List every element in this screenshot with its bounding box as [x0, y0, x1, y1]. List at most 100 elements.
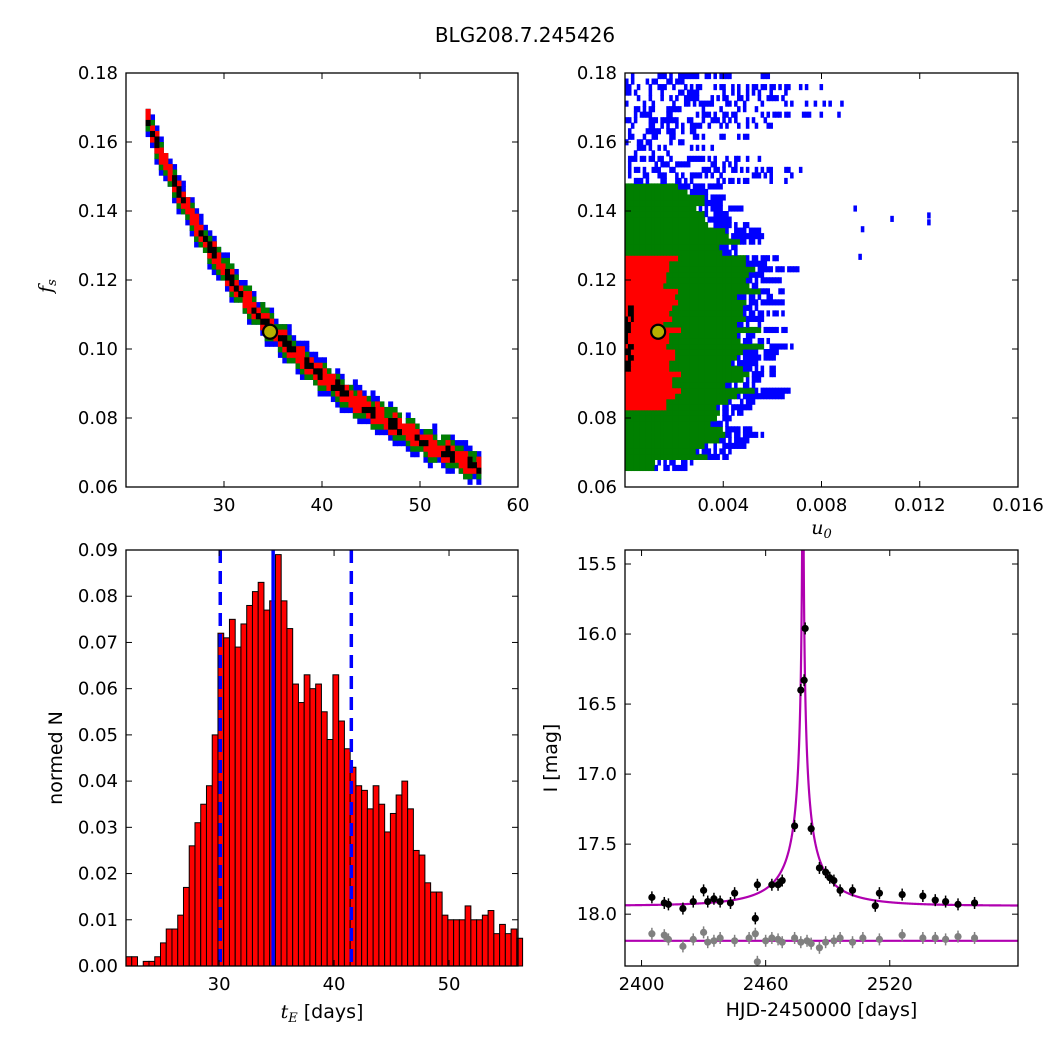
density-cell-2sigma	[660, 437, 664, 444]
density-cell-2sigma	[633, 442, 638, 449]
density-cell-1sigma	[648, 404, 653, 411]
density-cell-2sigma	[710, 371, 715, 378]
histogram-bar	[447, 919, 455, 967]
density-cell-2sigma	[695, 420, 700, 427]
density-cell-outer	[769, 293, 773, 300]
density-cell-1sigma	[645, 398, 650, 405]
density-cell-outer	[681, 78, 685, 85]
density-cell-core	[198, 230, 204, 237]
density-cell-1sigma	[654, 404, 659, 411]
density-cell-1sigma	[654, 271, 659, 278]
density-cell-outer	[625, 117, 629, 124]
density-cell-outer	[645, 78, 650, 85]
density-cell-2sigma	[639, 205, 644, 212]
density-cell-outer	[707, 216, 712, 223]
event-point	[807, 825, 815, 833]
density-cell-2sigma	[713, 343, 717, 350]
density-cell-2sigma	[639, 211, 644, 218]
density-cell-core	[630, 315, 635, 322]
density-cell-outer	[719, 199, 723, 207]
density-cell-outer	[707, 122, 712, 129]
comparison-point	[954, 932, 962, 941]
density-cell-core	[172, 180, 178, 187]
density-cell-2sigma	[675, 238, 679, 245]
density-cell-outer	[737, 84, 741, 91]
density-cell-2sigma	[660, 415, 664, 422]
density-cell-2sigma	[639, 216, 644, 223]
density-cell-outer	[778, 393, 782, 400]
density-cell-2sigma	[739, 371, 744, 378]
histogram-bar	[516, 937, 524, 967]
density-cell-2sigma	[630, 205, 635, 212]
density-cell-2sigma	[742, 266, 747, 273]
density-cell-1sigma	[445, 456, 451, 463]
density-cell-1sigma	[654, 354, 659, 361]
density-cell-2sigma	[672, 183, 676, 190]
density-cell-2sigma	[722, 360, 726, 367]
fs-vs-u0-panel: 0.004 0.008 0.012 0.0160.060.080.100.120.14…	[577, 63, 1044, 542]
density-cell-2sigma	[710, 393, 715, 400]
density-cell-2sigma	[689, 354, 694, 361]
density-cell-2sigma	[657, 448, 661, 455]
density-cell-1sigma	[669, 299, 673, 306]
density-cell-2sigma	[681, 442, 685, 449]
density-cell-2sigma	[669, 321, 673, 328]
density-cell-2sigma	[627, 216, 632, 223]
density-cell-2sigma	[710, 404, 715, 411]
density-cell-2sigma	[692, 315, 697, 322]
density-cell-outer	[739, 404, 744, 411]
density-cell-2sigma	[672, 227, 676, 234]
density-cell-outer	[669, 128, 673, 135]
density-cell-outer	[751, 376, 756, 383]
density-cell-1sigma	[194, 219, 200, 226]
density-cell-2sigma	[322, 384, 328, 391]
y-axis-label: normed N	[45, 711, 67, 805]
density-cell-2sigma	[713, 360, 717, 367]
density-cell-outer	[745, 315, 750, 322]
density-cell-2sigma	[725, 233, 729, 240]
density-cell-2sigma	[748, 266, 753, 273]
density-cell-outer	[725, 453, 729, 460]
density-cell-outer	[648, 144, 653, 151]
density-cell-1sigma	[313, 373, 319, 380]
density-cell-core	[370, 406, 376, 414]
density-cell-2sigma	[692, 299, 697, 306]
comparison-point	[836, 934, 844, 942]
density-cell-1sigma	[630, 266, 635, 273]
density-cell-2sigma	[734, 354, 738, 361]
density-cell-2sigma	[701, 415, 706, 422]
density-cell-1sigma	[633, 360, 638, 367]
density-cell-1sigma	[427, 445, 433, 452]
density-cell-outer	[642, 106, 647, 113]
density-cell-1sigma	[370, 418, 376, 425]
density-cell-1sigma	[648, 288, 653, 295]
density-cell-2sigma	[737, 349, 741, 356]
density-cell-outer	[757, 89, 762, 96]
density-cell-2sigma	[392, 406, 398, 414]
density-cell-core	[627, 349, 632, 356]
density-cell-1sigma	[666, 304, 670, 311]
density-cell-2sigma	[642, 205, 647, 212]
density-cell-core	[441, 451, 447, 458]
density-cell-1sigma	[666, 365, 670, 372]
density-cell-2sigma	[745, 266, 750, 273]
density-cell-2sigma	[339, 379, 345, 386]
density-cell-outer	[737, 393, 741, 400]
density-cell-outer	[454, 440, 460, 447]
histogram-bar	[154, 956, 161, 967]
density-cell-2sigma	[642, 249, 647, 256]
density-cell-2sigma	[627, 199, 632, 207]
density-cell-2sigma	[722, 315, 726, 322]
density-cell-1sigma	[657, 393, 661, 400]
density-cell-1sigma	[645, 337, 650, 345]
density-cell-2sigma	[625, 211, 629, 218]
density-cell-1sigma	[645, 354, 650, 361]
density-cell-2sigma	[654, 420, 659, 427]
density-cell-outer	[737, 106, 741, 113]
density-cell-1sigma	[669, 382, 673, 389]
density-cell-outer	[760, 315, 765, 322]
density-cell-2sigma	[710, 255, 715, 262]
density-cell-2sigma	[713, 326, 717, 334]
density-cell-1sigma	[657, 404, 661, 411]
density-cell-2sigma	[625, 188, 629, 196]
